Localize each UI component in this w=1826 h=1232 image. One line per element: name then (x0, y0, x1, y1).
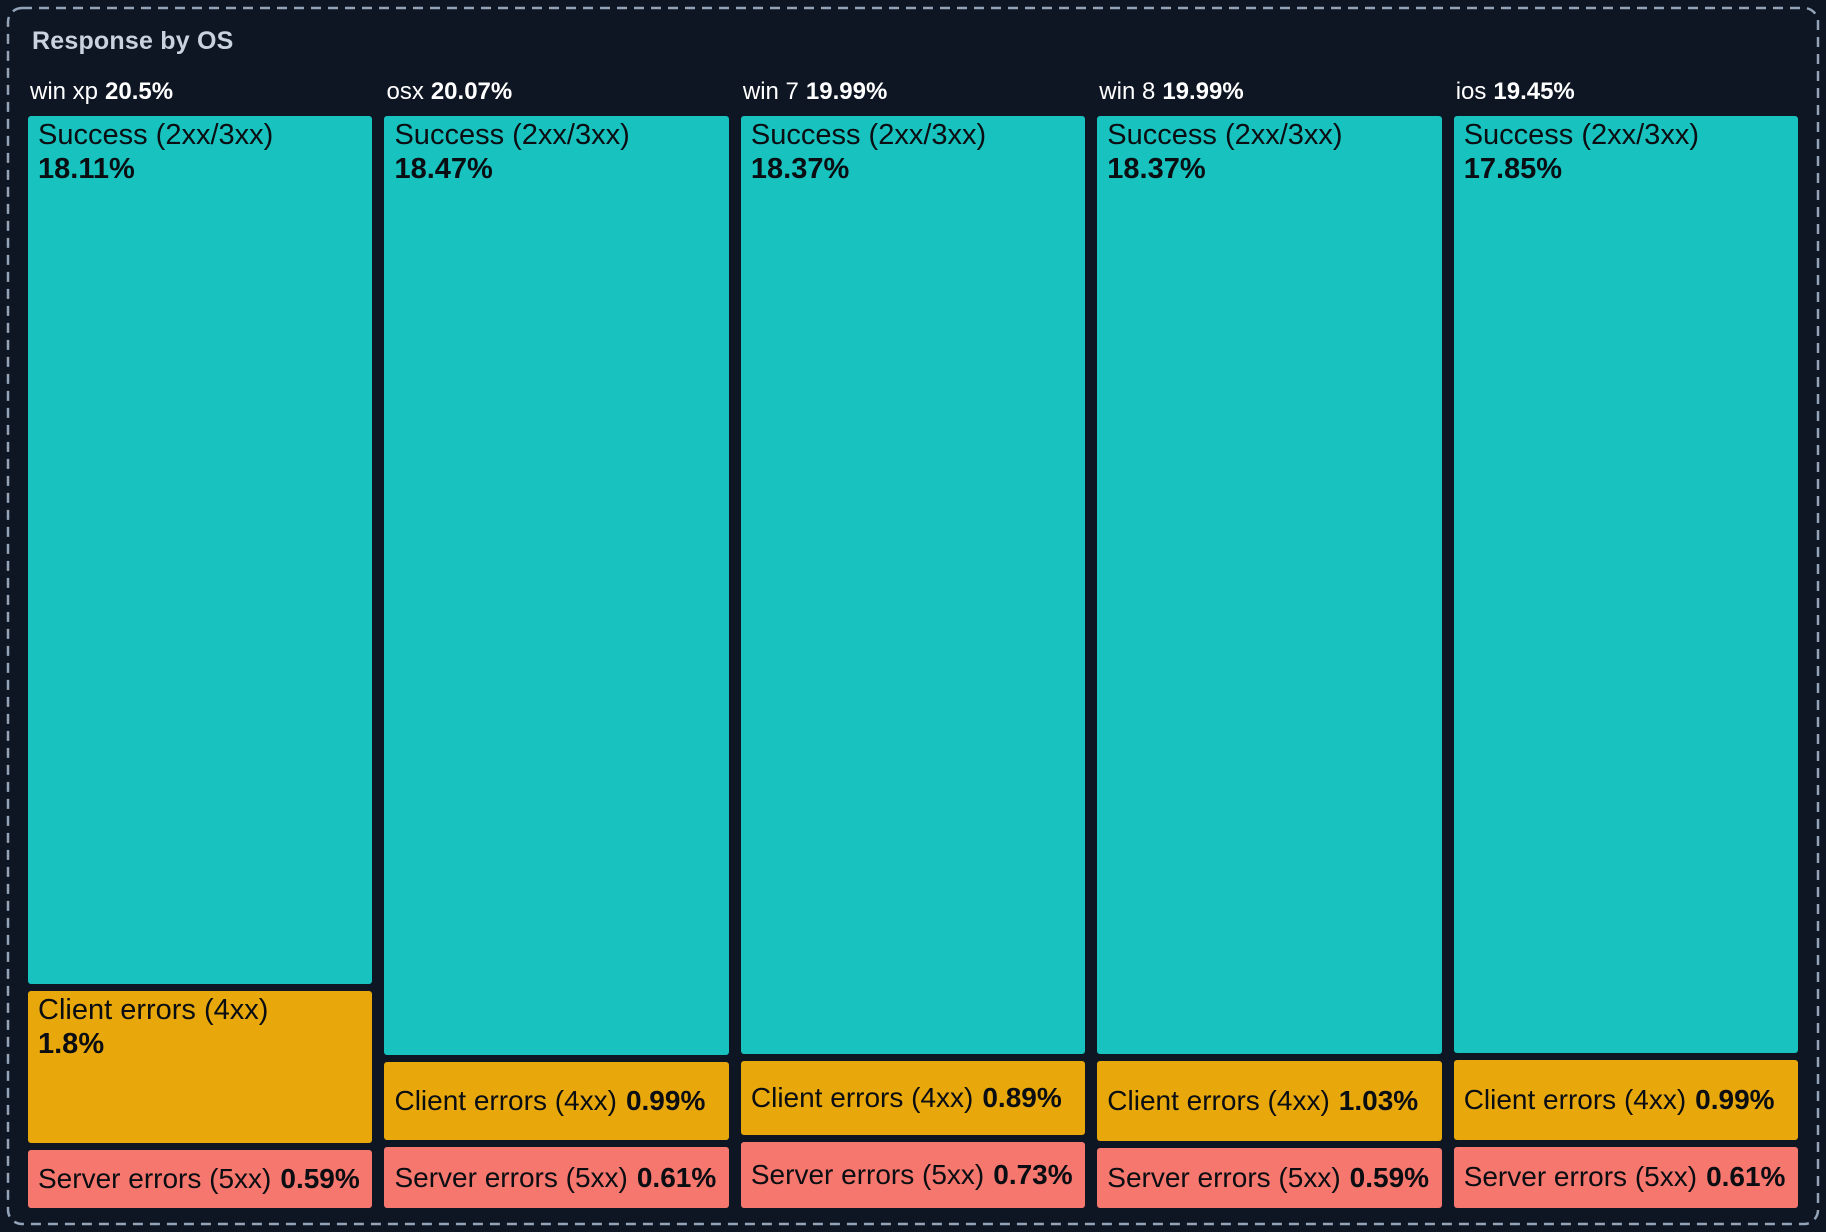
os-total-value: 20.5% (105, 78, 174, 105)
segment-label: Success (2xx/3xx) (750, 119, 987, 151)
segment-label: Server errors (5xx) (1107, 1162, 1341, 1194)
segment-label: Client errors (4xx) (750, 1081, 974, 1113)
segment-label: Client errors (4xx) (1107, 1085, 1330, 1116)
segment-success[interactable]: Success (2xx/3xx) 18.37% (740, 116, 1086, 1054)
segment-client-errors[interactable]: Client errors (4xx) 0.99% (1453, 1059, 1799, 1140)
segment-value: 18.47% (394, 152, 493, 185)
segment-value: 0.73% (993, 1158, 1073, 1190)
segment-client-errors[interactable]: Client errors (4xx) 0.99% (384, 1062, 729, 1141)
column-header: win xp 20.5% (28, 68, 372, 116)
segment-value: 0.99% (625, 1085, 706, 1117)
segment-value: 18.37% (1107, 152, 1206, 185)
segment-label: Server errors (5xx) (750, 1158, 985, 1190)
segment-client-errors[interactable]: Client errors (4xx) 1.8% (28, 990, 373, 1144)
segment-label: Server errors (5xx) (394, 1161, 628, 1193)
os-label: win 7 (742, 78, 799, 105)
os-total-value: 19.99% (805, 78, 888, 105)
segment-server-errors[interactable]: Server errors (5xx) 0.59% (28, 1150, 373, 1208)
segment-value: 0.59% (280, 1163, 360, 1195)
column-segments: Success (2xx/3xx) 18.11% Client errors (… (28, 116, 373, 1208)
segment-server-errors[interactable]: Server errors (5xx) 0.61% (384, 1147, 729, 1208)
segment-label: Server errors (5xx) (1463, 1161, 1698, 1193)
segment-value: 0.89% (982, 1081, 1062, 1113)
marimekko-chart: win xp 20.5% Success (2xx/3xx) 18.11% Cl… (28, 68, 1799, 1209)
segment-label: Success (2xx/3xx) (394, 119, 630, 151)
os-label: ios (1455, 78, 1487, 105)
response-by-os-panel: Response by OS win xp 20.5% Success (2xx… (8, 8, 1818, 1224)
segment-client-errors[interactable]: Client errors (4xx) 1.03% (1097, 1060, 1442, 1142)
os-label: win xp (30, 78, 99, 105)
os-total-value: 19.45% (1493, 78, 1575, 105)
os-label: osx (386, 78, 424, 105)
segment-label: Client errors (4xx) (1463, 1083, 1687, 1115)
column-segments: Success (2xx/3xx) 18.47% Client errors (… (384, 116, 729, 1208)
chart-column-osx: osx 20.07% Success (2xx/3xx) 18.47% Clie… (384, 68, 729, 1208)
segment-value: 0.59% (1349, 1162, 1430, 1194)
segment-server-errors[interactable]: Server errors (5xx) 0.59% (1097, 1148, 1442, 1208)
os-total-value: 19.99% (1162, 78, 1244, 105)
segment-success[interactable]: Success (2xx/3xx) 18.37% (1097, 116, 1442, 1054)
segment-label: Success (2xx/3xx) (1107, 119, 1343, 151)
segment-value: 18.11% (38, 152, 135, 185)
os-total-value: 20.07% (430, 78, 513, 105)
segment-value: 1.03% (1338, 1085, 1419, 1116)
segment-value: 0.99% (1695, 1083, 1775, 1115)
column-header: win 7 19.99% (741, 68, 1085, 116)
column-header: osx 20.07% (384, 68, 728, 116)
segment-server-errors[interactable]: Server errors (5xx) 0.73% (740, 1141, 1086, 1209)
chart-column-win-7: win 7 19.99% Success (2xx/3xx) 18.37% Cl… (740, 68, 1086, 1209)
segment-label: Client errors (4xx) (394, 1085, 617, 1117)
chart-column-win-xp: win xp 20.5% Success (2xx/3xx) 18.11% Cl… (28, 68, 373, 1208)
segment-label: Success (2xx/3xx) (38, 119, 274, 151)
segment-client-errors[interactable]: Client errors (4xx) 0.89% (740, 1060, 1086, 1135)
segment-value: 17.85% (1463, 152, 1563, 185)
column-segments: Success (2xx/3xx) 18.37% Client errors (… (740, 116, 1086, 1209)
chart-column-win-8: win 8 19.99% Success (2xx/3xx) 18.37% Cl… (1097, 68, 1442, 1208)
column-segments: Success (2xx/3xx) 17.85% Client errors (… (1453, 116, 1799, 1208)
column-header: ios 19.45% (1454, 68, 1798, 116)
segment-label: Server errors (5xx) (38, 1163, 272, 1195)
column-segments: Success (2xx/3xx) 18.37% Client errors (… (1097, 116, 1442, 1208)
segment-value: 1.8% (38, 1027, 105, 1060)
os-label: win 8 (1099, 78, 1156, 105)
panel-title: Response by OS (32, 27, 234, 55)
segment-server-errors[interactable]: Server errors (5xx) 0.61% (1453, 1146, 1799, 1208)
chart-column-ios: ios 19.45% Success (2xx/3xx) 17.85% Clie… (1453, 68, 1799, 1208)
segment-success[interactable]: Success (2xx/3xx) 17.85% (1453, 116, 1799, 1053)
segment-value: 18.37% (750, 152, 850, 185)
column-header: win 8 19.99% (1097, 68, 1441, 116)
segment-value: 0.61% (636, 1161, 717, 1193)
segment-success[interactable]: Success (2xx/3xx) 18.11% (28, 116, 373, 984)
segment-success[interactable]: Success (2xx/3xx) 18.47% (384, 116, 729, 1055)
segment-value: 0.61% (1706, 1161, 1786, 1193)
segment-label: Client errors (4xx) (38, 993, 269, 1026)
segment-label: Success (2xx/3xx) (1463, 119, 1699, 151)
